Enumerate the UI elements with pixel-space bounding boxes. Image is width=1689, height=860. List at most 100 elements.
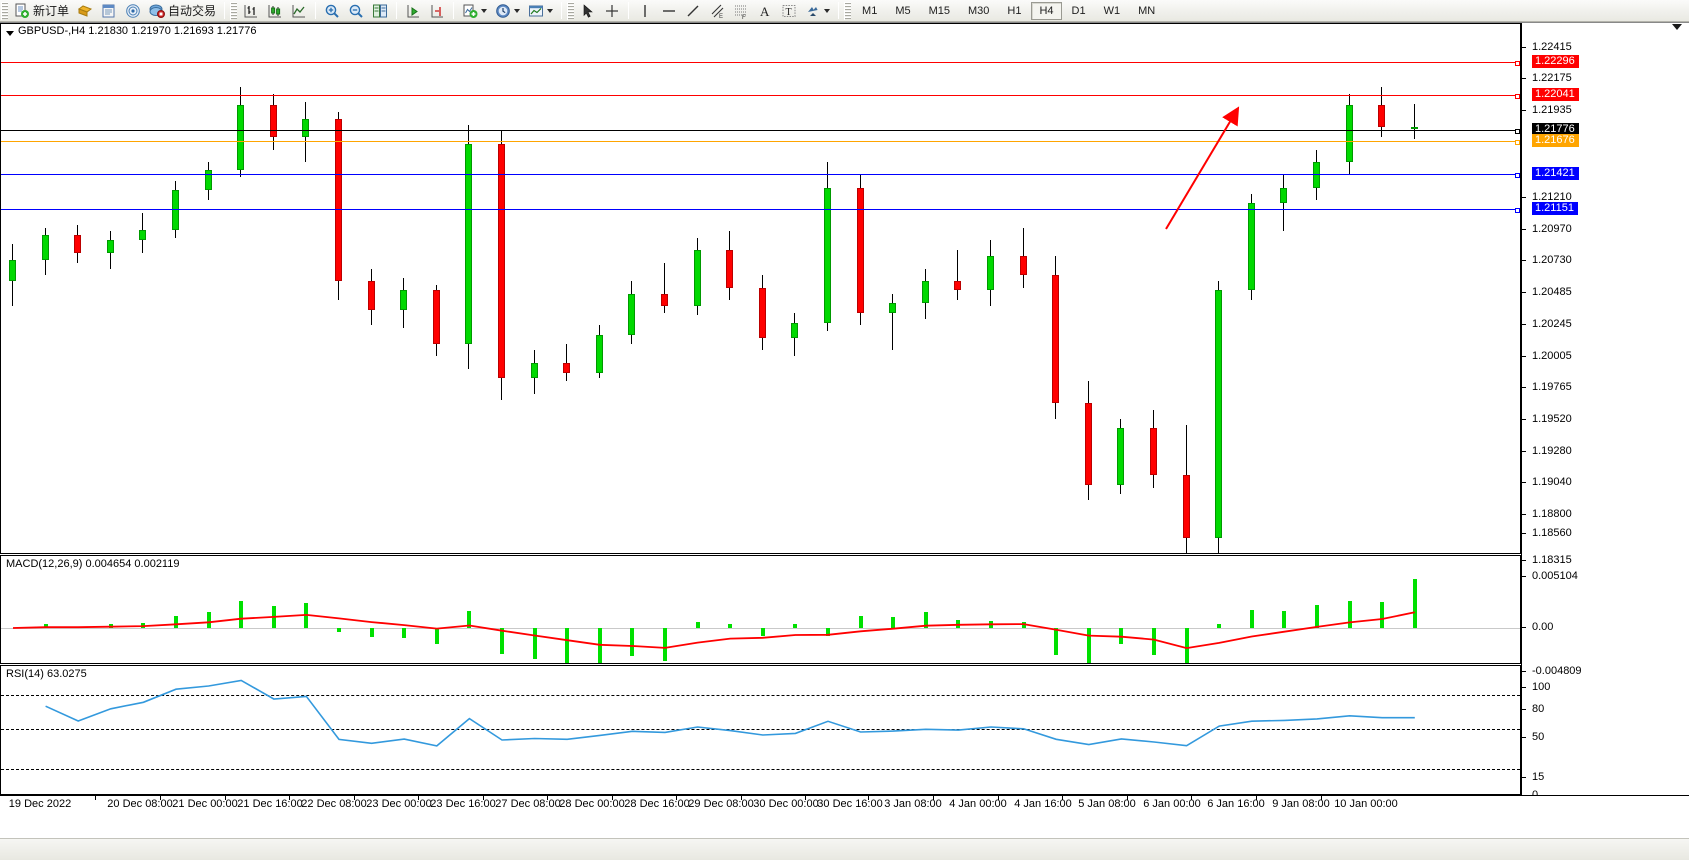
timeframe-group: M1 M5 M15 M30 H1 H4 D1 W1 MN [853, 1, 1164, 20]
up-trend-arrow-annotation[interactable] [1156, 99, 1256, 239]
cursor-button[interactable] [577, 1, 599, 21]
time-axis[interactable]: 19 Dec 2022 20 Dec 08:00 21 Dec 00:00 21 De… [0, 795, 1689, 839]
timeframe-button-d1[interactable]: D1 [1071, 4, 1086, 17]
new-order-button[interactable]: 新订单 [11, 1, 72, 21]
macd-pane[interactable]: MACD(12,26,9) 0.004654 0.002119 [0, 555, 1521, 664]
timeframe-button-h1[interactable]: H1 [1007, 4, 1022, 17]
macd-histogram-bar [43, 623, 48, 628]
auto-trading-button[interactable]: 自动交易 [146, 1, 219, 21]
chevron-down-icon[interactable] [481, 8, 488, 13]
time-label: 4 Jan 00:00 [949, 798, 1007, 810]
macd-histogram-bar [630, 628, 635, 656]
text-label-button[interactable]: T [778, 1, 800, 21]
auto-scroll-button[interactable] [402, 1, 424, 21]
new-order-label: 新订单 [33, 4, 70, 18]
zoom-in-button[interactable] [321, 1, 343, 21]
navigator-icon [125, 3, 141, 19]
candlestick [498, 24, 507, 553]
timeframe-button-m15[interactable]: M15 [928, 4, 950, 17]
equidistant-channel-button[interactable]: E [706, 1, 728, 21]
rsi-pane[interactable]: RSI(14) 63.0275 [0, 665, 1521, 795]
price-line-support-2[interactable] [1, 208, 1520, 213]
toolbar-grip-4[interactable] [844, 1, 852, 20]
zoom-out-button[interactable] [345, 1, 367, 21]
chart-area[interactable]: GBPUSD-,H4 1.21830 1.21970 1.21693 1.217… [0, 22, 1689, 839]
timeframe-button-mn[interactable]: MN [1138, 4, 1156, 17]
macd-histogram-bar [1184, 628, 1189, 663]
svg-text:E: E [719, 14, 723, 19]
bar-chart-button[interactable] [240, 1, 262, 21]
macd-histogram-bar [1021, 622, 1026, 628]
timeframe-button-m5[interactable]: M5 [895, 4, 911, 17]
timeframe-button-m30[interactable]: M30 [968, 4, 990, 17]
expert-advisors-button[interactable] [74, 1, 96, 21]
price-axis[interactable]: 1.22415 1.22175 1.21935 1.21210 1.20970 1.207… [1521, 23, 1689, 801]
zoom-out-icon [348, 3, 364, 19]
horizontal-line-button[interactable] [658, 1, 680, 21]
chevron-down-icon-2[interactable] [514, 8, 521, 13]
rsi-level-15 [1, 768, 1520, 770]
arrows-icon [805, 3, 821, 19]
candlestick-chart-button[interactable] [264, 1, 286, 21]
price-line-entry-level[interactable] [1, 140, 1520, 145]
bar-chart-icon [243, 3, 259, 19]
chevron-down-icon-3[interactable] [547, 8, 554, 13]
vertical-line-button[interactable] [634, 1, 656, 21]
time-tick [160, 796, 161, 800]
time-tick [741, 796, 742, 800]
crosshair-icon [604, 3, 620, 19]
toolbar-grip-3[interactable] [567, 1, 575, 20]
chart-collapse-arrow-icon[interactable] [6, 31, 14, 36]
chart-shift-button[interactable] [426, 1, 448, 21]
time-tick [95, 796, 96, 800]
timeframe-button-m1[interactable]: M1 [862, 4, 878, 17]
text-button[interactable]: A [754, 1, 776, 21]
data-window-icon [101, 3, 117, 19]
svg-text:F: F [742, 15, 746, 19]
time-tick [289, 796, 290, 800]
candlestick [335, 24, 344, 553]
axis-dropdown-icon[interactable] [1672, 24, 1682, 30]
candlestick [41, 24, 51, 553]
price-line-resistance-2[interactable] [1, 94, 1520, 99]
toolbar-grip-2[interactable] [230, 1, 238, 20]
time-label: 10 Jan 00:00 [1334, 798, 1398, 810]
time-tick [868, 796, 869, 800]
line-chart-button[interactable] [288, 1, 310, 21]
crosshair-button[interactable] [601, 1, 623, 21]
macd-histogram-bar [728, 624, 733, 628]
price-line-resistance-1[interactable] [1, 61, 1520, 66]
line-chart-icon [291, 3, 307, 19]
chevron-down-icon-4[interactable] [824, 8, 831, 13]
clock-icon [495, 3, 511, 19]
candlestick [1150, 24, 1159, 553]
tile-windows-button[interactable] [369, 1, 391, 21]
price-pane[interactable]: GBPUSD-,H4 1.21830 1.21970 1.21693 1.217… [0, 23, 1521, 554]
macd-histogram-bar [467, 610, 472, 628]
price-line-support-1[interactable] [1, 173, 1520, 178]
macd-histogram-bar [891, 617, 896, 628]
time-label: 20 Dec 08:00 [107, 798, 173, 810]
toolbar-separator-7 [838, 2, 840, 19]
timeframe-button-w1[interactable]: W1 [1103, 4, 1121, 17]
rsi-line [45, 679, 1415, 747]
macd-title: MACD(12,26,9) 0.004654 0.002119 [6, 558, 180, 570]
toolbar-grip[interactable] [1, 1, 8, 20]
macd-histogram-bar [500, 628, 504, 655]
status-bar [0, 838, 1689, 860]
arrows-button[interactable] [802, 1, 833, 21]
price-line-last-price[interactable] [1, 129, 1520, 134]
svg-text:A: A [760, 4, 770, 19]
data-window-button[interactable] [98, 1, 120, 21]
time-tick [805, 796, 806, 800]
chart-shift-icon [429, 3, 445, 19]
time-tick [1062, 796, 1063, 800]
templates-button[interactable] [525, 1, 556, 21]
candlestick [1215, 24, 1224, 553]
navigator-button[interactable] [122, 1, 144, 21]
periodicity-button[interactable] [492, 1, 523, 21]
add-indicator-button[interactable] [459, 1, 490, 21]
fibonacci-button[interactable]: F [730, 1, 752, 21]
trendline-button[interactable] [682, 1, 704, 21]
timeframe-button-h4[interactable]: H4 [1031, 1, 1062, 20]
